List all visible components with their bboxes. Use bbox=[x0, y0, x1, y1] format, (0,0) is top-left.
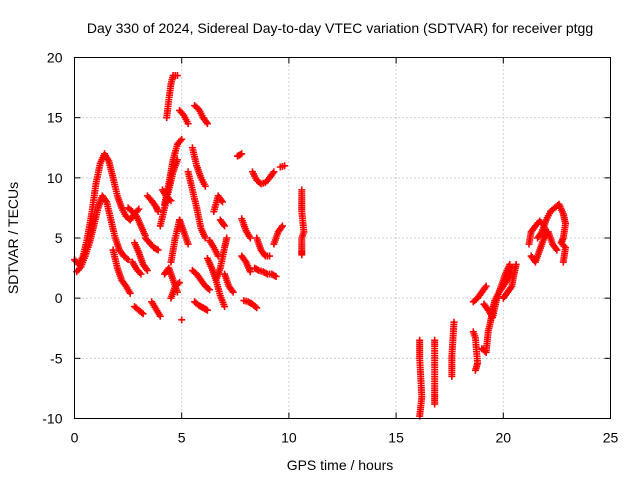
data-point bbox=[271, 272, 279, 280]
data-point bbox=[246, 234, 254, 242]
data-point bbox=[154, 246, 162, 254]
y-axis-label: SDTVAR / TECUs bbox=[5, 182, 21, 294]
data-point bbox=[139, 310, 147, 318]
y-tick-label: 20 bbox=[47, 50, 63, 66]
data-point bbox=[559, 258, 567, 266]
data-point bbox=[512, 260, 520, 268]
data-point bbox=[223, 234, 231, 242]
data-point bbox=[270, 168, 278, 176]
data-point bbox=[201, 182, 209, 190]
data-point bbox=[204, 285, 212, 293]
x-tick-label: 20 bbox=[496, 430, 512, 446]
data-point bbox=[167, 197, 175, 205]
data-point bbox=[269, 169, 277, 177]
data-point bbox=[102, 196, 110, 204]
data-point bbox=[262, 269, 270, 277]
data-point bbox=[217, 196, 225, 204]
data-point bbox=[173, 156, 181, 164]
y-tick-label: 10 bbox=[47, 170, 63, 186]
data-point bbox=[507, 284, 515, 292]
data-point bbox=[277, 223, 285, 231]
grid-lines bbox=[74, 57, 611, 419]
y-tick-label: 0 bbox=[55, 290, 63, 306]
data-point bbox=[176, 216, 184, 224]
data-point bbox=[143, 266, 151, 274]
y-tick-label: 5 bbox=[55, 230, 63, 246]
y-tick-label: -5 bbox=[50, 350, 63, 366]
data-point bbox=[178, 135, 186, 143]
data-point bbox=[220, 220, 228, 228]
x-tick-label: 10 bbox=[281, 430, 297, 446]
data-point bbox=[238, 150, 246, 158]
data-point bbox=[137, 270, 145, 278]
x-tick-label: 0 bbox=[71, 430, 79, 446]
data-point bbox=[553, 246, 561, 254]
x-tick-labels: 0 5 10 15 20 25 bbox=[71, 430, 619, 446]
data-point bbox=[471, 366, 479, 374]
chart-title: Day 330 of 2024, Sidereal Day-to-day VTE… bbox=[87, 20, 593, 36]
x-tick-label: 15 bbox=[388, 430, 404, 446]
data-point bbox=[552, 245, 560, 253]
data-point bbox=[481, 284, 489, 292]
x-tick-label: 5 bbox=[178, 430, 186, 446]
data-point bbox=[126, 289, 134, 297]
data-point bbox=[228, 287, 236, 295]
data-points bbox=[71, 72, 569, 420]
plot-frame bbox=[74, 57, 611, 419]
data-point bbox=[124, 256, 132, 264]
data-point bbox=[221, 303, 229, 311]
data-point bbox=[176, 279, 184, 287]
y-tick-label: 15 bbox=[47, 110, 63, 126]
data-point bbox=[174, 280, 182, 288]
y-tick-labels: -10 -5 0 5 10 15 20 bbox=[42, 50, 62, 427]
data-point bbox=[253, 266, 261, 274]
data-point bbox=[272, 273, 280, 281]
data-point bbox=[173, 72, 181, 80]
data-point bbox=[166, 195, 174, 203]
x-tick-label: 25 bbox=[603, 430, 619, 446]
data-point bbox=[482, 282, 490, 290]
data-point bbox=[153, 245, 161, 253]
data-point bbox=[154, 208, 162, 216]
data-point bbox=[246, 268, 254, 276]
y-tick-label: -10 bbox=[42, 411, 62, 427]
data-point bbox=[253, 304, 261, 312]
data-point bbox=[218, 198, 226, 206]
data-point bbox=[178, 316, 186, 324]
data-point bbox=[236, 151, 244, 159]
data-point bbox=[142, 265, 150, 273]
data-point bbox=[184, 120, 192, 128]
data-point bbox=[506, 260, 514, 268]
data-point bbox=[221, 222, 229, 230]
data-point bbox=[202, 118, 210, 126]
data-point bbox=[298, 251, 306, 259]
data-point bbox=[251, 303, 259, 311]
data-point bbox=[123, 254, 131, 262]
data-point bbox=[201, 234, 209, 242]
data-point bbox=[202, 305, 210, 313]
data-point bbox=[229, 288, 237, 296]
data-point bbox=[281, 162, 289, 170]
data-point bbox=[135, 205, 143, 213]
data-point bbox=[184, 240, 192, 248]
data-point bbox=[203, 120, 211, 128]
data-point bbox=[203, 306, 211, 314]
data-point bbox=[537, 229, 545, 237]
data-point bbox=[206, 286, 214, 294]
data-point bbox=[260, 251, 268, 259]
data-point bbox=[138, 309, 146, 317]
data-point bbox=[156, 312, 164, 320]
data-point bbox=[266, 252, 274, 260]
data-point bbox=[448, 372, 456, 380]
data-point bbox=[278, 222, 286, 230]
data-point bbox=[431, 400, 439, 408]
x-axis-label: GPS time / hours bbox=[287, 457, 394, 473]
